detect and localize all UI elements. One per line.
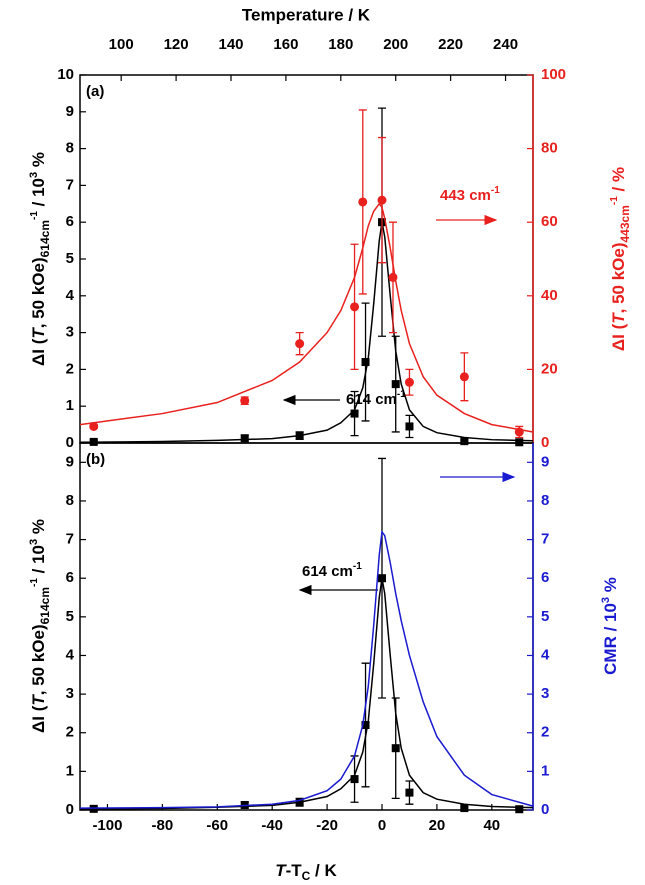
marker bbox=[515, 805, 524, 814]
x2-tick-label: 160 bbox=[273, 36, 298, 53]
y-axis-title: ΔI (T, 50 kOe)614cm-1 / 103 % bbox=[28, 152, 52, 366]
y2-tick-label: 60 bbox=[541, 213, 558, 230]
x-axis-title: T-TC / K bbox=[275, 861, 337, 883]
marker bbox=[361, 721, 370, 730]
x-tick-label: -80 bbox=[152, 817, 174, 834]
y2-tick-label: 7 bbox=[541, 531, 549, 548]
y-tick-label: 2 bbox=[66, 360, 74, 377]
y2-axis-title: CMR / 103 % bbox=[600, 577, 621, 675]
x2-tick-label: 200 bbox=[383, 36, 408, 53]
y-tick-label: 9 bbox=[66, 103, 74, 120]
marker bbox=[391, 380, 400, 389]
x-tick-label: 0 bbox=[378, 817, 386, 834]
y2-tick-label: 5 bbox=[541, 608, 549, 625]
x2-tick-label: 180 bbox=[328, 36, 353, 53]
marker bbox=[89, 804, 98, 813]
marker bbox=[350, 409, 359, 418]
marker bbox=[240, 396, 250, 406]
y-tick-label: 4 bbox=[66, 646, 75, 663]
marker bbox=[350, 775, 359, 784]
marker bbox=[89, 437, 98, 446]
marker bbox=[358, 197, 368, 207]
y-tick-label: 6 bbox=[66, 569, 74, 586]
y-tick-label: 5 bbox=[66, 250, 74, 267]
fit-line bbox=[79, 578, 534, 810]
y-tick-label: 3 bbox=[66, 324, 74, 341]
y2-tick-label: 0 bbox=[541, 434, 549, 451]
y-tick-label: 5 bbox=[66, 608, 74, 625]
marker bbox=[377, 195, 387, 205]
marker bbox=[404, 377, 414, 387]
x2-tick-label: 140 bbox=[218, 36, 243, 53]
panel-label: (a) bbox=[86, 83, 104, 100]
y-tick-label: 2 bbox=[66, 724, 74, 741]
y2-tick-label: 8 bbox=[541, 492, 549, 509]
y-tick-label: 3 bbox=[66, 685, 74, 702]
marker bbox=[89, 421, 99, 431]
marker bbox=[378, 574, 386, 583]
marker bbox=[361, 358, 370, 367]
marker bbox=[295, 431, 304, 440]
y2-tick-label: 4 bbox=[541, 646, 550, 663]
y-tick-label: 7 bbox=[66, 531, 74, 548]
marker bbox=[514, 427, 524, 437]
y2-tick-label: 20 bbox=[541, 360, 558, 377]
x-tick-label: -20 bbox=[316, 817, 338, 834]
marker bbox=[391, 744, 400, 753]
marker bbox=[460, 804, 469, 813]
marker bbox=[240, 434, 249, 443]
x-tick-label: -60 bbox=[206, 817, 228, 834]
x2-tick-label: 220 bbox=[438, 36, 463, 53]
marker bbox=[459, 372, 469, 382]
x-tick-label: -100 bbox=[92, 817, 122, 834]
y2-tick-label: 6 bbox=[541, 569, 549, 586]
y-tick-label: 8 bbox=[66, 140, 74, 157]
y2-tick-label: 80 bbox=[541, 140, 558, 157]
fit-line bbox=[79, 529, 534, 809]
y-tick-label: 9 bbox=[66, 453, 74, 470]
marker bbox=[388, 272, 398, 282]
plot-frame bbox=[79, 442, 534, 811]
annotation: 443 cm-1 bbox=[440, 185, 500, 204]
y2-tick-label: 40 bbox=[541, 287, 558, 304]
fit-line bbox=[79, 202, 534, 433]
y-tick-label: 4 bbox=[66, 287, 75, 304]
y-tick-label: 0 bbox=[66, 434, 74, 451]
x2-tick-label: 240 bbox=[493, 36, 518, 53]
marker bbox=[405, 422, 414, 431]
plot-frame bbox=[79, 74, 534, 444]
y2-tick-label: 9 bbox=[541, 453, 549, 470]
y2-tick-label: 2 bbox=[541, 724, 549, 741]
y2-tick-label: 1 bbox=[541, 762, 549, 779]
x-tick-label: 40 bbox=[483, 817, 500, 834]
marker bbox=[295, 339, 305, 349]
y-tick-label: 7 bbox=[66, 176, 74, 193]
x2-tick-label: 120 bbox=[164, 36, 189, 53]
y2-tick-label: 100 bbox=[541, 66, 566, 83]
x2-tick-label: 100 bbox=[109, 36, 134, 53]
annotation: 614 cm-1 bbox=[346, 389, 406, 408]
y-tick-label: 1 bbox=[66, 762, 74, 779]
panel-label: (b) bbox=[86, 451, 105, 468]
x-tick-label: 20 bbox=[429, 817, 446, 834]
y-tick-label: 6 bbox=[66, 213, 74, 230]
fit-line bbox=[79, 222, 534, 444]
y-tick-label: 10 bbox=[57, 66, 74, 83]
top-axis-title: Temperature / K bbox=[242, 5, 371, 24]
y2-tick-label: 3 bbox=[541, 685, 549, 702]
marker bbox=[460, 437, 469, 446]
annotation: 614 cm-1 bbox=[302, 561, 362, 580]
y2-tick-label: 0 bbox=[541, 801, 549, 818]
y2-axis-title: ΔI (T, 50 kOe)443cm-1 / % bbox=[609, 167, 633, 351]
y-tick-label: 8 bbox=[66, 492, 74, 509]
y-tick-label: 1 bbox=[66, 397, 74, 414]
marker bbox=[350, 302, 360, 312]
x-tick-label: -40 bbox=[261, 817, 283, 834]
y-axis-title: ΔI (T, 50 kOe)614cm-1 / 103 % bbox=[28, 519, 52, 733]
marker bbox=[295, 798, 304, 807]
marker bbox=[405, 788, 414, 797]
y-tick-label: 0 bbox=[66, 801, 74, 818]
